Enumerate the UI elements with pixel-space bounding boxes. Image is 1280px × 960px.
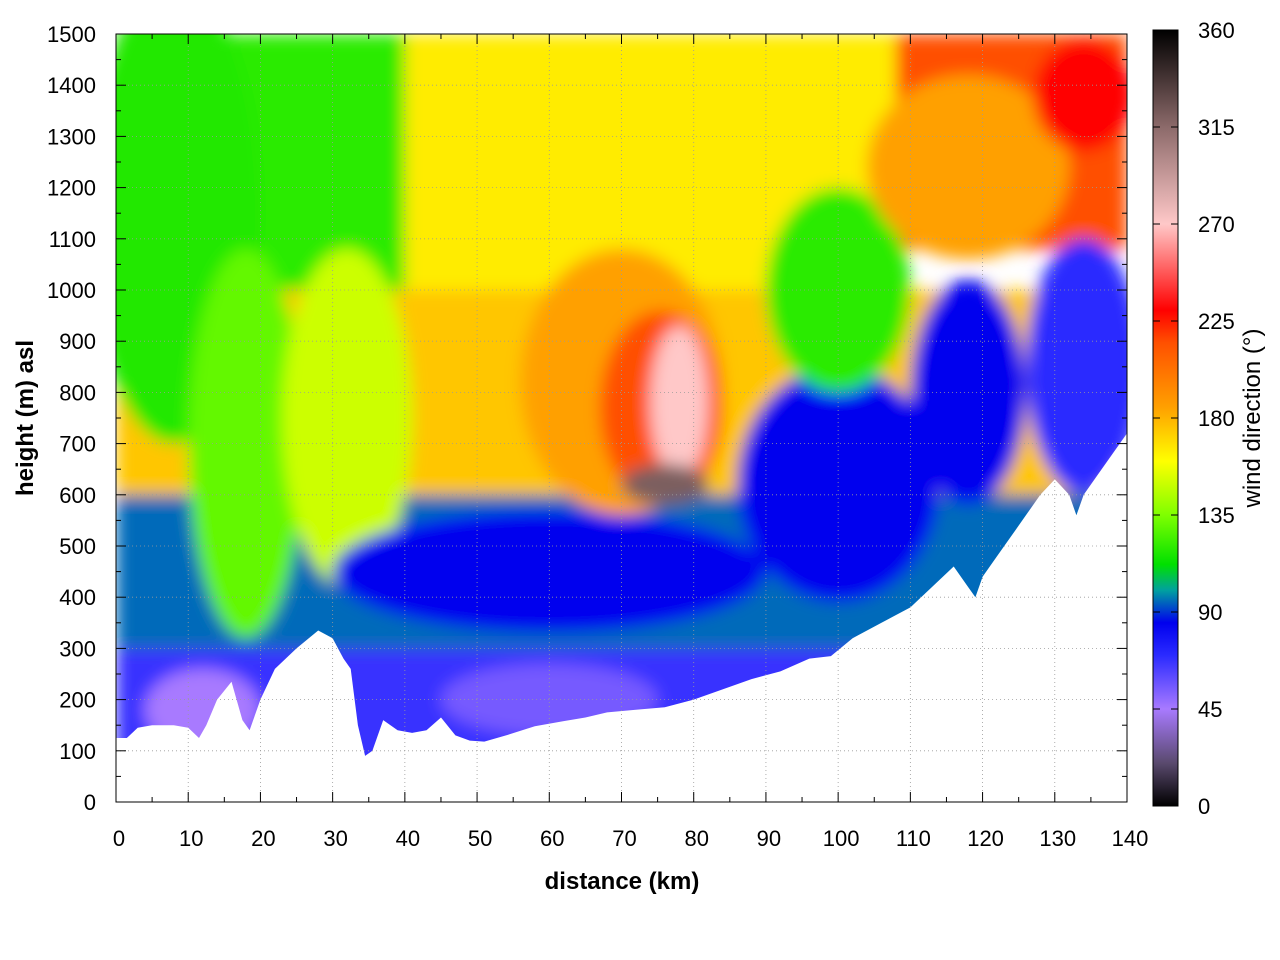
y-tick-label: 400 — [59, 585, 96, 610]
x-tick-label: 30 — [323, 826, 347, 851]
x-axis-ticks: 0 10 20 30 40 50 60 70 80 90 100 110 120 130 140 — [113, 34, 1148, 851]
x-tick-label: 90 — [757, 826, 781, 851]
y-tick-label: 1500 — [47, 22, 96, 47]
colorbar-tick-label: 135 — [1198, 503, 1235, 528]
colorbar-ticks: 0 45 90 135 180 225 270 315 360 — [1153, 18, 1235, 819]
x-tick-label: 140 — [1112, 826, 1149, 851]
field-east-red — [1033, 39, 1127, 152]
y-tick-label: 300 — [59, 636, 96, 661]
colorbar: 0 45 90 135 180 225 270 315 360 wind direction (… — [1152, 18, 1266, 819]
colorbar-tick-label: 90 — [1198, 600, 1222, 625]
colorbar-tick-label: 180 — [1198, 406, 1235, 431]
x-axis-label: distance (km) — [545, 868, 700, 895]
field-ridge-tongue — [282, 249, 413, 587]
colorbar-label: wind direction (°) — [1239, 329, 1266, 509]
field-lower-bulge — [332, 510, 766, 634]
y-tick-label: 600 — [59, 483, 96, 508]
field-southwesterly-core-pink — [650, 325, 709, 480]
colorbar-tick-label: 270 — [1198, 212, 1235, 237]
field-east-orange — [867, 74, 1070, 260]
colorbar-tick-label: 0 — [1198, 794, 1210, 819]
y-tick-label: 1100 — [49, 227, 96, 252]
x-tick-label: 40 — [396, 826, 420, 851]
colorbar-tick-label: 45 — [1198, 697, 1222, 722]
x-tick-label: 100 — [823, 826, 860, 851]
x-tick-label: 80 — [684, 826, 708, 851]
x-tick-label: 50 — [468, 826, 492, 851]
y-tick-label: 1200 — [47, 176, 96, 201]
x-tick-label: 120 — [967, 826, 1004, 851]
y-tick-label: 800 — [59, 380, 96, 405]
x-tick-label: 60 — [540, 826, 564, 851]
x-tick-label: 130 — [1039, 826, 1076, 851]
y-tick-label: 900 — [59, 329, 96, 354]
y-axis-label: height (m) asl — [12, 340, 39, 496]
y-axis-ticks: 0 100 200 300 400 500 600 700 800 900 1000 1100 1200… — [47, 22, 1127, 815]
colorbar-tick-label: 225 — [1198, 309, 1235, 334]
field-southwesterly-core-dark — [621, 464, 709, 506]
y-tick-label: 0 — [84, 790, 96, 815]
x-tick-label: 10 — [179, 826, 203, 851]
x-tick-label: 20 — [251, 826, 275, 851]
field-west-transition — [188, 249, 304, 639]
x-tick-label: 70 — [612, 826, 636, 851]
y-tick-label: 200 — [59, 688, 96, 713]
grid-lines — [116, 34, 1127, 802]
y-tick-label: 1300 — [47, 124, 96, 149]
colorbar-tick-label: 360 — [1198, 18, 1235, 43]
colorbar-tick-label: 315 — [1198, 115, 1235, 140]
x-tick-label: 0 — [113, 826, 125, 851]
y-tick-label: 700 — [59, 432, 96, 457]
x-tick-label: 110 — [896, 826, 931, 851]
y-tick-label: 100 — [59, 739, 96, 764]
y-tick-label: 500 — [59, 534, 96, 559]
field-east-lower-rise — [737, 366, 940, 603]
y-tick-label: 1400 — [47, 73, 96, 98]
y-tick-label: 1000 — [47, 278, 96, 303]
